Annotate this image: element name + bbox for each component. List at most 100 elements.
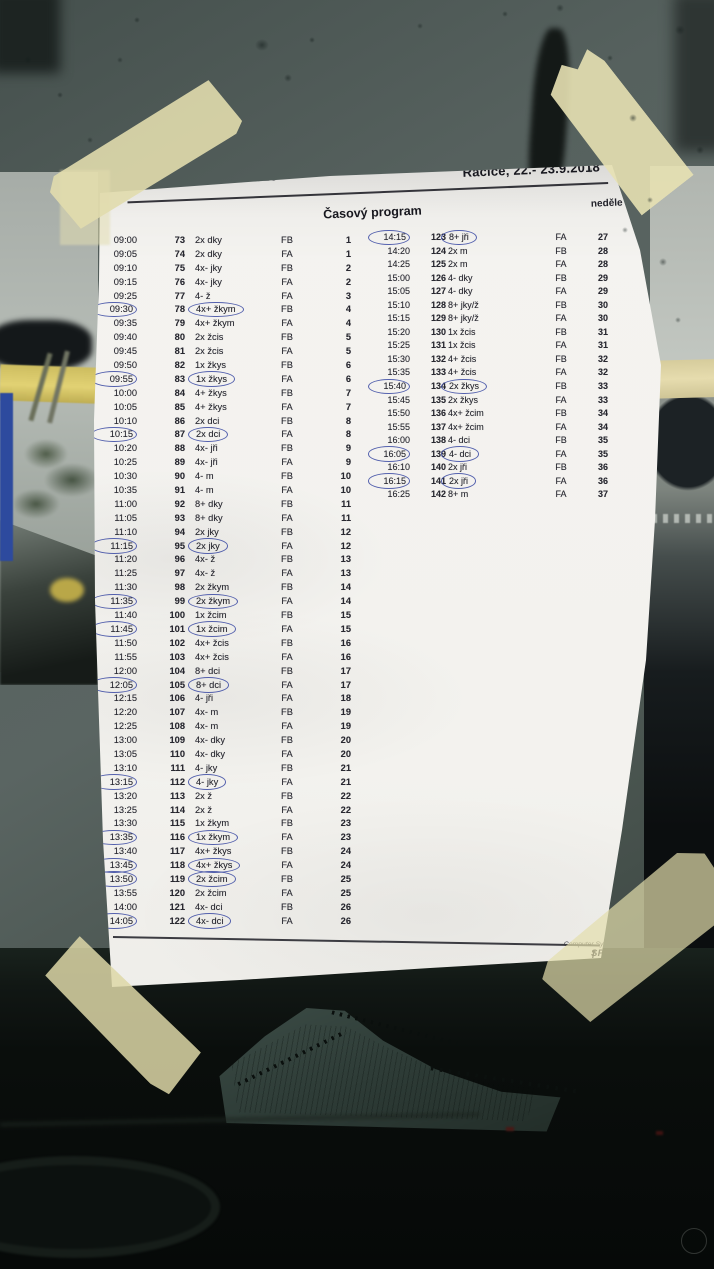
race-number: 138: [430, 435, 446, 446]
final-code: FA: [555, 259, 567, 270]
block-number: 10: [340, 471, 351, 482]
race-time: 11:50: [114, 637, 137, 648]
block-number: 23: [340, 832, 351, 843]
block-number: 1: [345, 248, 351, 259]
race-number: 125: [430, 259, 446, 270]
schedule-row: 11:25 97 4x- ž FA 13: [95, 568, 365, 582]
boat-class: 2x žkys: [441, 378, 488, 395]
boat-class: 4x+ žcis: [195, 651, 229, 662]
race-time: 10:35: [113, 485, 137, 496]
final-code: FB: [281, 901, 293, 912]
race-time: 09:40: [113, 332, 137, 343]
final-code: FB: [555, 381, 567, 392]
boat-class: 2x m: [448, 259, 468, 270]
race-time: 15:50: [387, 408, 410, 419]
boat-class: 4- dky: [448, 272, 473, 283]
race-time: 15:45: [387, 394, 410, 405]
block-number: 1: [345, 235, 351, 245]
schedule-row: 15:25 131 1x žcis FA 31: [370, 340, 620, 354]
race-number: 110: [170, 748, 185, 759]
race-time: 09:35: [113, 318, 137, 329]
faint-circle-mark: [681, 1228, 707, 1254]
final-code: FB: [555, 462, 567, 473]
race-number: 136: [430, 408, 446, 419]
schedule-row: 14:05 122 4x- dci FA 26: [94, 913, 365, 930]
race-number: 78: [174, 304, 185, 315]
boat-class: 1x žkys: [188, 371, 235, 387]
final-code: FB: [555, 408, 567, 419]
schedule-row: 11:45 101 1x žcim FA 15: [94, 621, 365, 638]
race-number: 76: [174, 276, 185, 287]
final-code: FA: [281, 721, 293, 732]
block-number: 2: [345, 276, 351, 287]
race-number: 81: [174, 346, 185, 357]
race-number: 103: [169, 651, 185, 662]
final-code: FB: [281, 665, 293, 676]
schedule-row: 11:10 94 2x jky FB 12: [95, 527, 365, 541]
schedule-row: 11:05 93 8+ dky FA 11: [95, 513, 365, 527]
final-code: FB: [281, 332, 293, 343]
schedule-row: 11:40 100 1x žcim FB 15: [95, 610, 365, 624]
boat-class: 4x+ žkys: [195, 846, 232, 857]
boat-class: 2x žcis: [195, 332, 224, 343]
block-number: 30: [597, 313, 608, 324]
final-code: FB: [555, 435, 567, 446]
boat-class: 2x ž: [195, 790, 213, 801]
final-code: FB: [281, 304, 293, 315]
block-number: 35: [597, 448, 608, 459]
final-code: FA: [281, 832, 293, 843]
boat-class: 8+ dky: [195, 512, 223, 523]
final-code: FB: [281, 873, 293, 884]
race-time: 15:35: [387, 367, 410, 378]
schedule-row: 15:40 134 2x žkys FB 33: [368, 378, 620, 395]
race-number: 104: [169, 665, 185, 676]
schedule-row: 11:00 92 8+ dky FB 11: [95, 499, 365, 513]
final-code: FA: [281, 693, 293, 704]
race-time: 15:55: [387, 421, 410, 432]
boat-class: 4- dky: [448, 286, 473, 297]
schedule-row: 15:20 130 1x žcis FB 31: [370, 327, 620, 341]
race-number: 107: [169, 707, 185, 718]
blue-stripe-reflection: [0, 393, 13, 561]
race-time: 10:20: [113, 443, 137, 454]
final-code: FA: [281, 915, 293, 926]
race-number: 140: [430, 462, 446, 473]
race-number: 112: [170, 776, 185, 787]
race-time: 16:05: [368, 446, 410, 462]
schedule-row: 09:45 81 2x žcis FA 5: [95, 346, 365, 360]
boat-class: 4x+ žkym: [195, 318, 235, 329]
final-code: FA: [281, 568, 293, 579]
schedule-row: 14:25 125 2x m FA 28: [370, 259, 620, 273]
final-code: FA: [555, 475, 567, 486]
schedule-row: 12:20 107 4x- m FB 19: [95, 707, 365, 721]
race-time: 11:20: [114, 554, 137, 565]
final-code: FA: [281, 748, 293, 759]
race-number: 100: [169, 610, 185, 621]
final-code: FA: [281, 457, 293, 468]
final-code: FB: [281, 554, 293, 565]
boat-class: 8+ dky: [195, 498, 223, 509]
schedule-row: 15:15 129 8+ jky/ž FA 30: [370, 313, 620, 327]
block-number: 26: [340, 901, 351, 912]
final-code: FA: [555, 421, 567, 432]
schedule-row: 15:55 137 4x+ žcim FA 34: [370, 422, 620, 436]
race-number: 80: [174, 332, 185, 343]
block-number: 20: [340, 748, 351, 759]
race-number: 102: [169, 637, 185, 648]
boat-class: 4x- dci: [195, 901, 223, 912]
race-number: 74: [174, 248, 185, 259]
final-code: FA: [281, 804, 293, 815]
boat-class: 4+ žkys: [195, 387, 227, 398]
dark-corner-shadow: [674, 0, 714, 152]
schedule-row: 14:20 124 2x m FB 28: [370, 246, 620, 260]
race-time: 15:15: [387, 313, 410, 324]
race-time: 15:10: [387, 299, 410, 310]
final-code: FB: [555, 272, 567, 283]
race-time: 11:30: [114, 582, 137, 593]
block-number: 19: [340, 721, 351, 732]
boat-class: 2x ž: [195, 804, 213, 815]
final-code: FB: [281, 235, 293, 245]
schedule-row: 14:00 121 4x- dci FB 26: [95, 902, 365, 916]
schedule-row: 11:50 102 4x+ žcis FB 16: [95, 638, 365, 652]
block-number: 19: [340, 707, 351, 718]
